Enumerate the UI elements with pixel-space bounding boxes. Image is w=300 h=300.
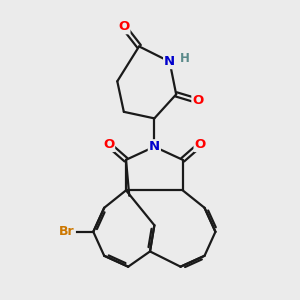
- Text: O: O: [192, 94, 204, 107]
- Text: O: O: [194, 138, 206, 151]
- Text: N: N: [149, 140, 160, 153]
- Text: O: O: [103, 138, 114, 151]
- Text: H: H: [180, 52, 190, 65]
- Text: O: O: [118, 20, 130, 33]
- Text: N: N: [164, 55, 175, 68]
- Text: Br: Br: [59, 225, 75, 238]
